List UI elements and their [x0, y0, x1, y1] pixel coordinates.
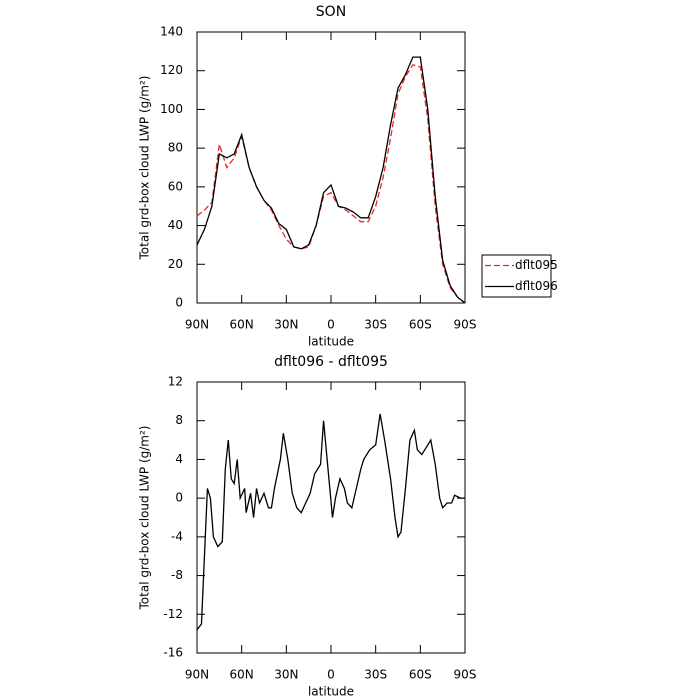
y-tick-label: 12	[168, 375, 183, 389]
plot-frame	[196, 381, 466, 654]
x-tick-label: 0	[327, 668, 335, 682]
chart-title: dflt096 - dflt095	[274, 354, 388, 370]
y-axis-label: Total grd-box cloud LWP (g/m²)	[138, 76, 152, 261]
series-line	[196, 413, 465, 631]
x-tick-label: 60N	[230, 668, 254, 682]
x-tick-label: 90N	[185, 668, 209, 682]
y-tick-label: -12	[163, 607, 183, 621]
y-tick-label: 8	[175, 413, 183, 427]
legend-box	[481, 254, 552, 298]
x-tick-label: 30S	[364, 318, 387, 332]
x-tick-label: 60N	[230, 318, 254, 332]
y-tick-label: 60	[168, 179, 183, 193]
x-tick-label: 90S	[454, 318, 477, 332]
x-tick-label: 60S	[409, 318, 432, 332]
y-tick-label: 40	[168, 218, 183, 232]
x-tick-label: 60S	[409, 668, 432, 682]
chart-title: SON	[316, 4, 346, 20]
x-tick-label: 30N	[274, 318, 298, 332]
y-tick-label: 0	[175, 491, 183, 505]
y-tick-label: 120	[160, 63, 183, 77]
y-tick-label: 20	[168, 257, 183, 271]
series-line	[196, 64, 466, 304]
y-tick-label: 140	[160, 25, 183, 39]
series-line	[196, 56, 466, 304]
x-tick-label: 90N	[185, 318, 209, 332]
x-tick-label: 0	[327, 318, 335, 332]
x-tick-label: 90S	[454, 668, 477, 682]
y-tick-label: -4	[171, 529, 183, 543]
plot-frame	[196, 31, 466, 304]
x-tick-label: 30N	[274, 668, 298, 682]
legend-label: dflt096	[515, 279, 558, 293]
x-axis-label: latitude	[308, 685, 354, 699]
y-tick-label: 0	[175, 296, 183, 310]
y-tick-label: -8	[171, 568, 183, 582]
y-tick-label: 4	[175, 452, 183, 466]
legend-label: dflt095	[515, 258, 558, 272]
y-tick-label: 100	[160, 102, 183, 116]
y-tick-label: 80	[168, 141, 183, 155]
y-tick-label: -16	[163, 646, 183, 660]
x-tick-label: 30S	[364, 668, 387, 682]
x-axis-label: latitude	[308, 335, 354, 349]
y-axis-label: Total grd-box cloud LWP (g/m²)	[138, 426, 152, 611]
